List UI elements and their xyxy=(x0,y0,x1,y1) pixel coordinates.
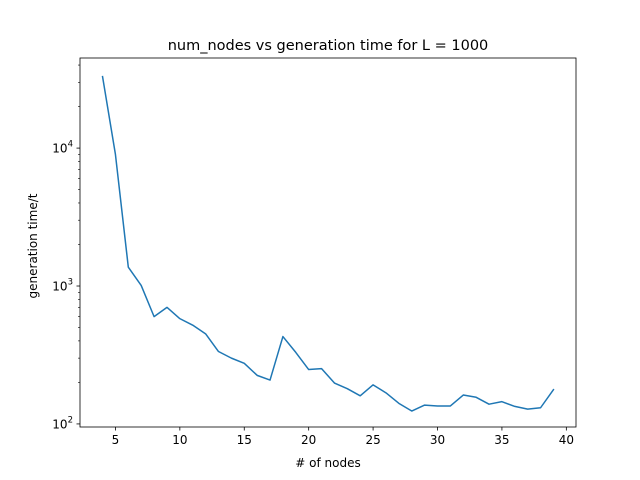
x-tick-label: 10 xyxy=(172,433,187,447)
x-tick-label: 40 xyxy=(559,433,574,447)
x-tick-label: 20 xyxy=(301,433,316,447)
chart-title: num_nodes vs generation time for L = 100… xyxy=(168,38,489,54)
x-tick-label: 25 xyxy=(365,433,380,447)
x-tick-label: 15 xyxy=(237,433,252,447)
x-tick-label: 35 xyxy=(494,433,509,447)
y-tick-label: 103 xyxy=(52,278,73,294)
data-series-line xyxy=(101,75,555,412)
plot-area: 102 103 104 5 10 15 20 25 30 35 40 xyxy=(52,57,577,447)
x-axis-label: # of nodes xyxy=(295,456,360,470)
x-tick-label: 30 xyxy=(430,433,445,447)
y-tick-label: 102 xyxy=(52,415,73,431)
x-tick-label: 5 xyxy=(112,433,120,447)
y-tick-label: 104 xyxy=(52,140,73,156)
axes-frame xyxy=(79,57,577,428)
y-axis-label: generation time/t xyxy=(26,193,40,298)
